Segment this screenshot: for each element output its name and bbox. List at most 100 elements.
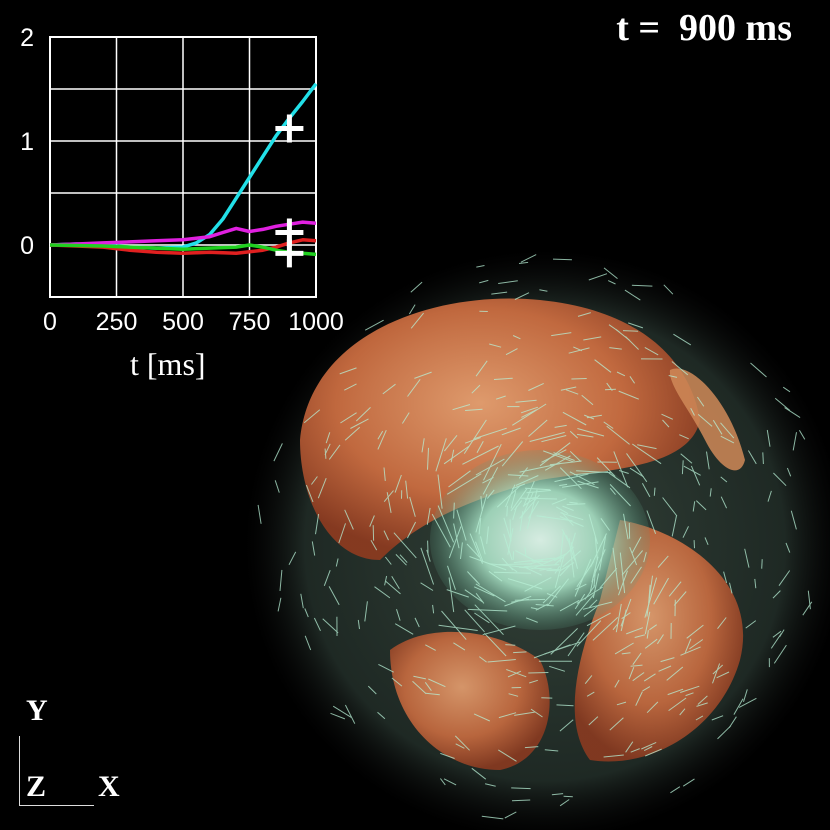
velocity-arrow bbox=[569, 501, 578, 504]
velocity-arrow bbox=[562, 411, 587, 426]
velocity-arrow bbox=[570, 542, 578, 569]
velocity-arrow bbox=[428, 678, 446, 688]
velocity-arrow bbox=[483, 443, 502, 481]
velocity-arrow bbox=[384, 575, 388, 586]
velocity-arrow bbox=[521, 409, 537, 418]
velocity-arrow bbox=[551, 498, 567, 505]
velocity-arrow bbox=[624, 289, 641, 301]
velocity-arrow bbox=[523, 481, 535, 507]
velocity-arrow bbox=[551, 793, 564, 796]
velocity-arrow bbox=[491, 291, 508, 295]
velocity-arrow bbox=[279, 569, 283, 591]
velocity-arrow bbox=[772, 630, 782, 638]
velocity-arrow bbox=[377, 430, 384, 440]
velocity-arrow bbox=[671, 514, 678, 537]
velocity-arrow bbox=[528, 559, 543, 565]
velocity-arrow bbox=[643, 673, 656, 682]
velocity-arrow bbox=[631, 536, 642, 554]
velocity-arrow bbox=[559, 532, 564, 563]
velocity-arrow bbox=[496, 484, 521, 508]
velocity-arrow bbox=[622, 330, 639, 332]
velocity-arrow bbox=[785, 542, 791, 553]
velocity-arrow bbox=[515, 475, 539, 486]
velocity-arrow bbox=[559, 719, 574, 732]
velocity-arrow bbox=[409, 496, 416, 517]
velocity-arrow bbox=[779, 629, 785, 638]
x-axis-label: t [ms] bbox=[130, 346, 206, 382]
velocity-arrow bbox=[514, 292, 530, 300]
velocity-arrow bbox=[510, 488, 528, 512]
velocity-arrow bbox=[562, 481, 599, 488]
velocity-arrow bbox=[355, 407, 371, 422]
velocity-arrow bbox=[574, 583, 587, 591]
velocity-arrow bbox=[619, 552, 626, 594]
velocity-arrow bbox=[772, 590, 781, 599]
velocity-arrow bbox=[412, 680, 427, 695]
velocity-arrow bbox=[493, 571, 532, 574]
y-tick-label: 0 bbox=[20, 232, 34, 260]
velocity-arrow bbox=[671, 361, 689, 376]
velocity-arrow bbox=[683, 465, 701, 476]
velocity-arrow bbox=[574, 558, 592, 597]
velocity-arrow bbox=[644, 611, 651, 635]
velocity-arrow bbox=[503, 517, 512, 542]
velocity-arrow bbox=[539, 289, 548, 292]
velocity-arrow bbox=[344, 426, 361, 441]
velocity-arrow bbox=[644, 577, 658, 618]
velocity-arrow bbox=[546, 593, 558, 598]
velocity-arrow bbox=[646, 510, 657, 534]
velocity-arrow bbox=[443, 778, 457, 786]
velocity-arrow bbox=[467, 571, 478, 583]
velocity-arrow bbox=[408, 304, 416, 315]
velocity-arrow bbox=[414, 371, 432, 379]
velocity-arrow bbox=[575, 593, 595, 616]
velocity-arrow bbox=[641, 741, 657, 750]
velocity-arrow bbox=[383, 490, 394, 503]
velocity-arrow bbox=[441, 610, 467, 640]
triad-x-label: X bbox=[98, 770, 120, 803]
velocity-arrow bbox=[629, 547, 638, 566]
velocity-arrow bbox=[338, 523, 346, 544]
velocity-arrow bbox=[475, 592, 485, 604]
velocity-arrow bbox=[505, 348, 518, 356]
velocity-arrow bbox=[658, 665, 672, 672]
velocity-arrow bbox=[720, 435, 735, 444]
velocity-arrow bbox=[357, 619, 360, 630]
velocity-arrow bbox=[632, 672, 645, 682]
velocity-arrow bbox=[420, 582, 434, 591]
velocity-arrow bbox=[576, 586, 603, 604]
velocity-arrow bbox=[524, 487, 551, 491]
velocity-arrow bbox=[344, 383, 357, 391]
velocity-arrow bbox=[465, 408, 483, 411]
velocity-arrow bbox=[588, 716, 599, 726]
velocity-arrow bbox=[438, 624, 478, 631]
velocity-arrow bbox=[673, 333, 692, 346]
velocity-arrow bbox=[510, 490, 517, 509]
x-tick-label: 750 bbox=[229, 308, 271, 336]
velocity-arrow bbox=[594, 359, 612, 373]
velocity-arrow bbox=[444, 434, 458, 452]
velocity-arrow bbox=[448, 526, 462, 559]
velocity-arrow bbox=[670, 786, 681, 794]
velocity-arrow bbox=[369, 515, 375, 527]
velocity-arrow bbox=[728, 716, 737, 729]
velocity-arrow bbox=[526, 489, 538, 529]
velocity-arrow bbox=[339, 367, 357, 375]
velocity-arrow bbox=[450, 449, 455, 463]
velocity-arrow bbox=[471, 767, 487, 780]
velocity-arrow bbox=[623, 513, 629, 540]
velocity-arrow bbox=[560, 386, 577, 391]
velocity-arrow bbox=[395, 554, 407, 566]
velocity-arrow bbox=[616, 701, 627, 706]
velocity-arrow bbox=[716, 671, 730, 679]
velocity-arrow bbox=[440, 752, 455, 759]
velocity-arrow bbox=[505, 484, 516, 508]
velocity-arrow bbox=[507, 474, 529, 477]
velocity-arrow bbox=[509, 566, 518, 573]
velocity-arrow bbox=[562, 550, 582, 568]
velocity-arrow bbox=[628, 667, 635, 680]
velocity-arrow bbox=[603, 267, 618, 279]
velocity-arrow bbox=[554, 473, 589, 483]
velocity-arrow bbox=[473, 713, 491, 722]
velocity-arrow bbox=[526, 489, 552, 494]
